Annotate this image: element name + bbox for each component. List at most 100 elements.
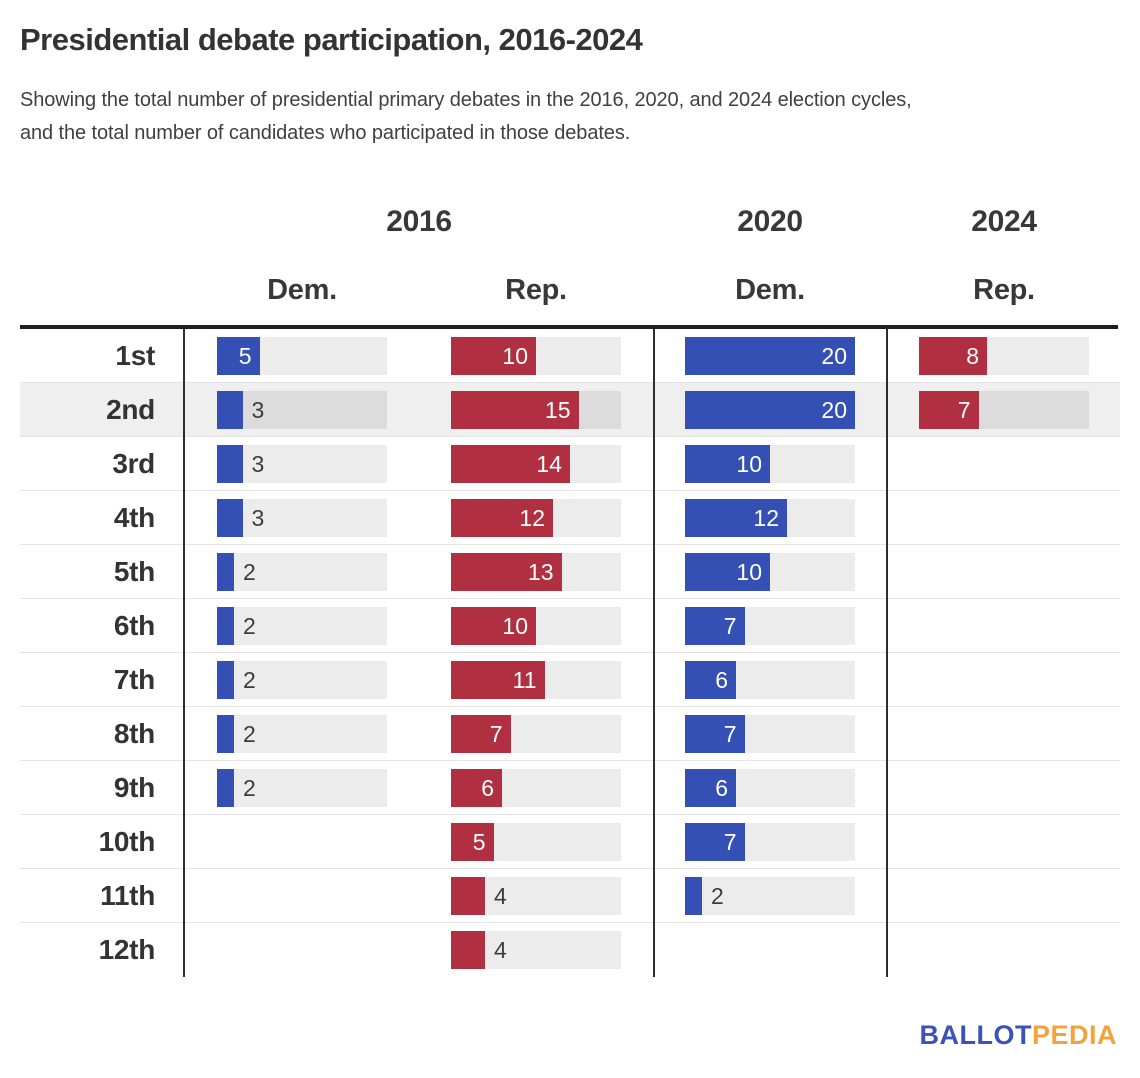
bar-2016-rep (451, 553, 562, 591)
bar-value: 3 (251, 505, 265, 531)
bar-value: 7 (723, 829, 737, 855)
bar-value: 13 (527, 559, 554, 585)
bar-track: 2 (217, 553, 387, 591)
bar-2020-dem (685, 661, 736, 699)
bar-value: 7 (723, 613, 737, 639)
bar-track: 6 (451, 769, 621, 807)
bar-value: 7 (489, 721, 503, 747)
ballotpedia-logo: BALLOTPEDIA (919, 1018, 1117, 1052)
bar-value: 2 (243, 559, 256, 585)
table-top-rule (20, 325, 1118, 329)
bar-2016-dem (217, 391, 243, 429)
table-row: 5th 2 13 10 (20, 545, 1120, 599)
table-row: 3rd 3 14 10 (20, 437, 1120, 491)
bar-value: 2 (711, 883, 724, 909)
bar-track: 2 (217, 661, 387, 699)
bar-value: 2 (243, 775, 256, 801)
bar-value: 20 (821, 397, 847, 423)
bar-2016-rep (451, 823, 494, 861)
row-label: 2nd (106, 394, 155, 425)
bar-track: 10 (685, 553, 855, 591)
bar-track: 10 (451, 337, 621, 375)
subtitle-line-1: Showing the total number of presidential… (20, 89, 912, 111)
bar-track: 14 (451, 445, 621, 483)
bar-track: 7 (451, 715, 621, 753)
bar-value: 4 (494, 937, 507, 963)
bar-2016-rep (451, 337, 536, 375)
bar-track: 12 (685, 499, 855, 537)
bar-value: 2 (243, 613, 256, 639)
bar-track: 5 (451, 823, 621, 861)
column-divider (886, 329, 888, 977)
bar-value: 6 (715, 667, 728, 693)
bar-track: 2 (217, 607, 387, 645)
row-label: 8th (113, 718, 155, 749)
row-label: 12th (98, 934, 156, 965)
table-row: 2nd 3 15 20 7 (20, 383, 1120, 437)
column-divider (183, 329, 185, 977)
bar-value: 12 (753, 505, 779, 531)
bar-2020-dem (685, 445, 770, 483)
bar-2020-dem (685, 877, 702, 915)
bar-value: 3 (251, 451, 265, 477)
bar-value: 6 (715, 775, 728, 801)
bar-2016-dem (217, 607, 234, 645)
bar-value: 3 (251, 397, 265, 423)
bar-track: 20 (685, 337, 855, 375)
bar-2016-rep (451, 931, 485, 969)
bar-2020-dem (685, 769, 736, 807)
bar-value: 11 (512, 667, 537, 693)
bar-2016-rep (451, 445, 570, 483)
bar-2016-rep (451, 661, 545, 699)
bar-2016-dem (217, 661, 234, 699)
bar-track: 15 (451, 391, 621, 429)
bar-track: 10 (685, 445, 855, 483)
row-label: 10th (98, 826, 156, 857)
bar-2024-rep (919, 337, 987, 375)
bar-value: 10 (502, 343, 528, 369)
bar-2020-dem (685, 337, 855, 375)
bar-2024-rep (919, 391, 979, 429)
bar-value: 2 (243, 721, 256, 747)
chart-subtitle: Showing the total number of presidential… (20, 84, 1030, 150)
party-header-2016-dem: Dem. (267, 274, 337, 306)
bar-2020-dem (685, 715, 745, 753)
bar-track: 2 (217, 715, 387, 753)
bar-track: 7 (919, 391, 1089, 429)
bar-2016-dem (217, 499, 243, 537)
bar-value: 10 (736, 451, 762, 477)
column-divider (653, 329, 655, 977)
bar-track: 3 (217, 391, 387, 429)
bar-track: 7 (685, 715, 855, 753)
year-header-2020: 2020 (737, 205, 803, 238)
bar-2016-rep (451, 877, 485, 915)
bar-value: 7 (957, 397, 971, 423)
row-label: 5th (113, 556, 155, 587)
bar-value: 5 (472, 829, 486, 855)
party-header-2024-rep: Rep. (973, 274, 1035, 306)
table-row: 7th 2 11 6 (20, 653, 1120, 707)
row-label: 11th (100, 880, 155, 911)
bar-track: 4 (451, 877, 621, 915)
bar-2016-rep (451, 769, 502, 807)
party-header-2016-rep: Rep. (505, 274, 567, 306)
subtitle-line-2: and the total number of candidates who p… (20, 122, 631, 144)
year-header-2024: 2024 (971, 205, 1037, 238)
bar-value: 5 (238, 343, 252, 369)
bar-track: 8 (919, 337, 1089, 375)
bar-value: 10 (736, 559, 762, 585)
bar-track: 12 (451, 499, 621, 537)
bar-track: 2 (217, 769, 387, 807)
bar-value: 12 (519, 505, 545, 531)
table-row: 8th 2 7 7 (20, 707, 1120, 761)
bar-track: 4 (451, 931, 621, 969)
table-row: 1st 5 10 20 8 (20, 329, 1120, 383)
table-row: 9th 2 6 6 (20, 761, 1120, 815)
row-label: 7th (113, 664, 155, 695)
party-header-2020-dem: Dem. (735, 274, 805, 306)
table-row: 4th 3 12 12 (20, 491, 1120, 545)
bar-value: 2 (243, 667, 256, 693)
bar-value: 7 (723, 721, 737, 747)
logo-pedia: PEDIA (1031, 1020, 1117, 1050)
